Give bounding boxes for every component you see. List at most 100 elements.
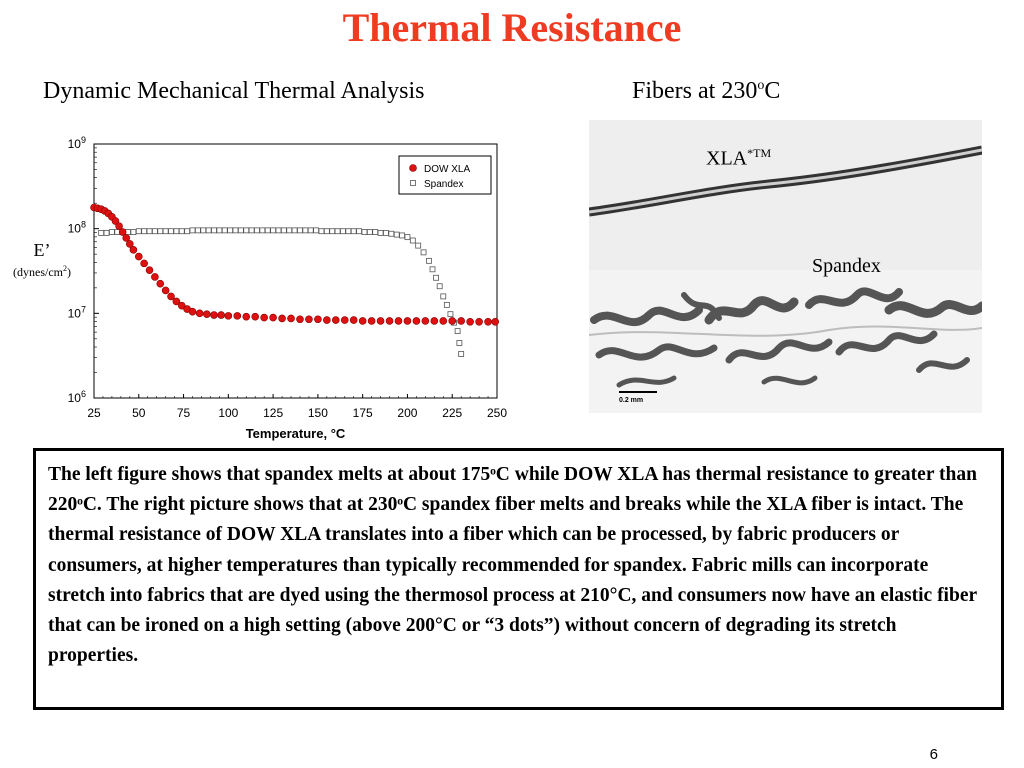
dow-xla-point [457,317,465,325]
spandex-point [454,328,461,335]
plot-frame [93,143,498,399]
dow-xla-point [167,292,175,301]
dow-xla-point [412,317,421,325]
dow-xla-point [195,309,204,318]
dow-xla-point [111,217,120,225]
spandex-point [366,229,373,235]
spandex-point [458,351,465,357]
spandex-point [141,228,148,235]
dmta-chart: 25 50 75 100 125 150 175 200 225 250106107108109 … [68,135,508,441]
spandex-fiber-core [589,325,982,337]
spandex-point [415,242,422,249]
dow-xla-point [287,314,295,323]
dow-xla-point [466,318,474,326]
x-tick-label: 175 [353,406,373,420]
spandex-point [313,227,319,234]
page-number: 6 [929,746,938,763]
dow-xla-point [448,317,457,325]
x-tick-label: 50 [132,406,146,420]
spandex-point [323,228,330,235]
spandex-point [173,228,180,235]
spandex-point [388,230,395,237]
spandex-point [404,234,411,241]
dow-xla-point [129,246,138,254]
dow-xla-point [188,307,197,316]
legend-label-dow-xla: DOW XLA [424,164,470,175]
spandex-point [334,228,341,235]
dow-xla-point [251,312,259,321]
spandex-point [211,227,217,234]
chart-legend: DOW XLA Spandex [398,155,492,195]
dow-xla-point [260,313,268,322]
dow-xla-point [439,317,448,325]
dow-xla-point [278,314,286,323]
dow-xla-point [151,273,159,281]
spandex-point [280,227,287,234]
dow-xla-point [115,222,123,230]
dow-xla-point [224,312,233,320]
dow-xla-point [475,318,483,326]
spandex-point [286,227,293,234]
spandex-point [157,228,164,235]
spandex-point [345,228,352,235]
xla-label-main: XLA [706,147,748,170]
spandex-point [232,227,239,234]
spandex-point [409,237,416,244]
dow-xla-point [296,315,304,324]
dow-xla-point [430,317,439,325]
spandex-point [254,227,260,234]
dow-xla-point [177,301,186,310]
spandex-point [194,227,201,234]
right-heading-tail: C [764,78,781,104]
y-axis-units-main: (dynes/cm [13,265,63,279]
dow-xla-point [126,240,134,248]
dow-xla-point [491,318,500,326]
spandex-point [146,228,153,235]
spandex-point [178,228,185,235]
spandex-point [440,293,447,300]
dow-xla-point [305,315,313,324]
dow-xla-point [484,318,492,326]
dow-xla-point [172,297,181,306]
spandex-point [168,228,174,235]
x-axis-title: Temperature, °C [246,426,346,441]
spandex-point [243,227,250,234]
spandex-point [109,229,115,235]
spandex-point [433,274,440,281]
spandex-point [291,227,298,234]
x-tick-label: 225 [442,406,462,420]
spandex-point [307,227,314,234]
spandex-series [98,227,465,357]
y-axis-units-sup: 2 [63,264,67,273]
x-tick-label: 75 [177,406,191,420]
spandex-point [377,230,384,236]
spandex-point [393,231,400,238]
y-tick-label: 107 [68,304,86,320]
dow-xla-point [340,316,349,324]
y-tick-label: 106 [68,389,86,405]
dow-xla-point [118,228,127,236]
dow-xla-point [385,317,394,325]
spandex-point [103,230,110,236]
dow-xla-point [421,317,430,325]
spandex-point [302,227,309,234]
dow-xla-point [394,317,403,325]
spandex-point [227,227,234,234]
spandex-point [318,228,325,235]
dow-xla-point [233,312,242,320]
dow-xla-point [140,259,148,268]
spandex-point [456,340,463,346]
spandex-point [372,229,379,235]
scale-bar-label: 0.2 mm [619,397,643,404]
dow-xla-point [331,316,340,324]
description-box: The left figure shows that spandex melts… [33,448,1004,710]
dow-xla-point [314,315,322,324]
spandex-point [151,228,158,235]
spandex-point [361,229,368,235]
fiber-micrograph: 0.2 mm [589,120,982,413]
spandex-point [216,227,223,234]
spandex-point [443,301,450,308]
spandex-point [340,228,346,235]
dow-xla-point [156,279,165,288]
x-tick-label: 125 [263,406,283,420]
